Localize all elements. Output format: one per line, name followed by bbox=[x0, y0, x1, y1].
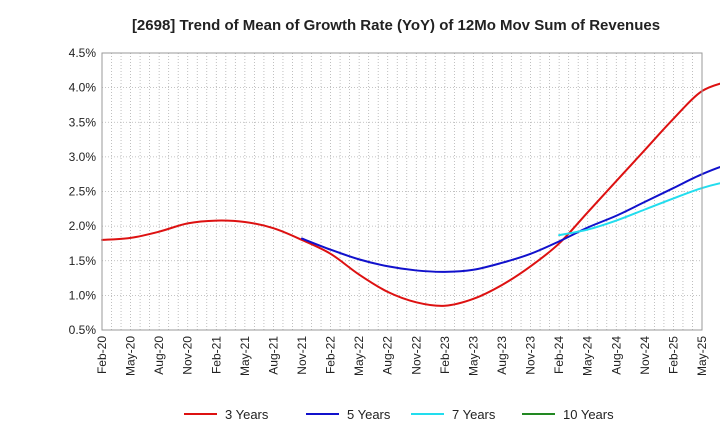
legend-label: 10 Years bbox=[563, 407, 614, 422]
series-line-7-years bbox=[558, 182, 720, 237]
series-line-5-years bbox=[301, 165, 720, 273]
x-tick-label: Aug-23 bbox=[495, 336, 509, 375]
y-tick-label: 1.5% bbox=[69, 254, 97, 268]
x-tick-label: Nov-22 bbox=[409, 336, 423, 375]
y-tick-label: 4.0% bbox=[69, 81, 97, 95]
x-tick-label: Nov-21 bbox=[295, 336, 309, 375]
x-tick-label: Aug-21 bbox=[266, 336, 280, 375]
x-tick-label: Feb-20 bbox=[95, 336, 109, 374]
series-line-3-years bbox=[101, 82, 720, 307]
x-tick-label: Feb-25 bbox=[666, 336, 680, 374]
x-tick-label: Aug-20 bbox=[152, 336, 166, 375]
y-tick-label: 1.0% bbox=[69, 288, 97, 302]
legend-label: 3 Years bbox=[225, 407, 269, 422]
x-tick-label: May-23 bbox=[466, 336, 480, 376]
y-tick-label: 3.0% bbox=[69, 150, 97, 164]
y-axis: 0.5% 1.0% 1.5% 2.0% 2.5% 3.0% 3.5% 4.0% 4.5% bbox=[69, 46, 97, 337]
legend-label: 5 Years bbox=[347, 407, 391, 422]
x-tick-label: Feb-21 bbox=[209, 336, 223, 374]
x-tick-label: May-24 bbox=[581, 336, 595, 376]
legend-label: 7 Years bbox=[452, 407, 496, 422]
x-axis: Feb-20 May-20 Aug-20 Nov-20 Feb-21 May-21 Aug-… bbox=[95, 336, 709, 376]
y-tick-label: 2.5% bbox=[69, 185, 97, 199]
x-tick-label: May-22 bbox=[352, 336, 366, 376]
x-tick-label: May-25 bbox=[695, 336, 709, 376]
x-tick-label: Nov-20 bbox=[181, 336, 195, 375]
plot-frame bbox=[101, 52, 703, 331]
y-tick-label: 2.0% bbox=[69, 219, 97, 233]
x-tick-label: Feb-22 bbox=[324, 336, 338, 374]
chart-title: [2698] Trend of Mean of Growth Rate (YoY… bbox=[132, 17, 660, 34]
x-tick-label: Feb-23 bbox=[438, 336, 452, 374]
x-tick-label: Feb-24 bbox=[552, 336, 566, 374]
series-lines bbox=[101, 82, 720, 307]
x-tick-label: May-21 bbox=[238, 336, 252, 376]
y-tick-label: 3.5% bbox=[69, 115, 97, 129]
x-tick-label: Aug-24 bbox=[609, 336, 623, 375]
grid bbox=[102, 52, 702, 331]
legend: 3 Years 5 Years 7 Years 10 Years bbox=[184, 407, 614, 422]
y-tick-label: 0.5% bbox=[69, 323, 97, 337]
y-tick-label: 4.5% bbox=[69, 46, 97, 60]
x-tick-label: Nov-24 bbox=[638, 336, 652, 375]
x-tick-label: Aug-22 bbox=[381, 336, 395, 375]
x-tick-label: Nov-23 bbox=[524, 336, 538, 375]
x-tick-label: May-20 bbox=[124, 336, 138, 376]
